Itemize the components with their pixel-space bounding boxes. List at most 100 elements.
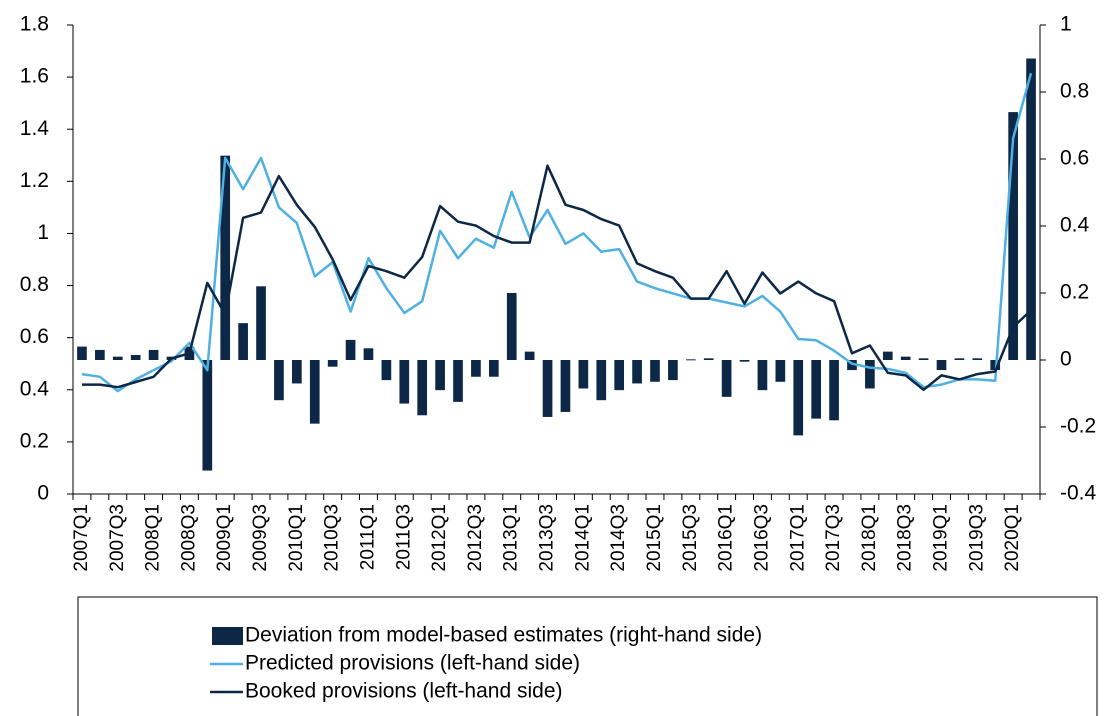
bar <box>309 360 320 424</box>
bar <box>972 358 983 360</box>
bar <box>1026 58 1036 360</box>
y2-tick-label: 1 <box>1060 13 1072 36</box>
bar <box>596 360 607 401</box>
x-tick-label: 2018Q3 <box>895 504 916 572</box>
bar <box>775 360 786 382</box>
bar <box>327 360 338 367</box>
bar <box>685 359 696 361</box>
bar <box>632 360 642 384</box>
bar <box>363 348 374 360</box>
bar <box>524 351 535 360</box>
bar <box>148 349 159 360</box>
x-tick-label: 2011Q1 <box>357 504 378 570</box>
bar <box>578 360 589 389</box>
x-tick-label: 2013Q1 <box>501 504 522 572</box>
bar <box>238 323 248 360</box>
bar <box>488 360 499 377</box>
bar <box>793 360 804 436</box>
bar <box>847 360 857 371</box>
bar <box>614 360 625 391</box>
x-tick-label: 2017Q3 <box>823 504 844 572</box>
bar <box>506 293 517 360</box>
line <box>82 164 1032 392</box>
y-tick-label: 0.4 <box>20 377 50 400</box>
bar <box>542 360 553 417</box>
bar <box>202 360 213 471</box>
y-tick-label: 1.6 <box>20 65 49 88</box>
x-tick-label: 2016Q1 <box>716 504 737 572</box>
x-tick-label: 2015Q1 <box>644 504 665 572</box>
x-tick-label: 2014Q3 <box>608 504 629 572</box>
bar <box>453 360 463 402</box>
x-tick-label: 2007Q1 <box>71 504 92 572</box>
bar <box>829 360 839 421</box>
legend-label: Booked provisions (left-hand side) <box>245 680 563 703</box>
bar <box>882 351 893 360</box>
bar <box>274 360 284 401</box>
y-tick-label: 0 <box>37 482 49 505</box>
x-tick-label: 2016Q3 <box>751 504 772 572</box>
y2-tick-label: 0.4 <box>1060 214 1090 237</box>
bar <box>918 358 929 360</box>
y-tick-label: 1 <box>37 221 49 244</box>
y2-tick-label: -0.4 <box>1060 482 1097 505</box>
bar <box>865 360 875 389</box>
legend-swatch <box>212 627 243 645</box>
x-tick-label: 2010Q3 <box>322 504 343 572</box>
bar <box>381 360 392 381</box>
line <box>81 72 1033 393</box>
bar <box>668 360 678 381</box>
legend-box <box>77 596 1098 716</box>
x-tick-label: 2011Q3 <box>393 504 414 570</box>
bar <box>77 346 87 360</box>
y2-tick-label: 0.8 <box>1060 80 1089 103</box>
bar <box>95 349 105 360</box>
bar <box>1008 112 1018 360</box>
x-tick-label: 2018Q1 <box>859 504 880 572</box>
bar <box>345 339 356 360</box>
bar <box>936 360 947 371</box>
bar <box>811 360 821 419</box>
y-tick-label: 0.2 <box>20 429 49 452</box>
bar <box>757 360 768 391</box>
bar <box>220 155 231 360</box>
x-tick-label: 2019Q3 <box>966 504 987 572</box>
legend-label: Deviation from model-based estimates (ri… <box>245 624 762 647</box>
y-tick-label: 0.8 <box>20 273 49 296</box>
x-tick-label: 2012Q1 <box>429 504 450 572</box>
x-tick-label: 2009Q1 <box>214 504 235 572</box>
bar <box>954 358 965 360</box>
y-tick-label: 1.8 <box>20 13 49 36</box>
x-tick-label: 2008Q1 <box>143 504 164 572</box>
y-tick-label: 1.4 <box>20 117 50 140</box>
bar <box>471 360 481 377</box>
bar <box>560 360 571 412</box>
x-tick-label: 2013Q3 <box>537 504 558 572</box>
bar <box>435 360 445 391</box>
x-tick-label: 2008Q3 <box>178 504 199 572</box>
bar <box>721 360 732 397</box>
x-tick-label: 2019Q1 <box>931 504 952 572</box>
bar <box>292 360 302 384</box>
x-tick-label: 2012Q3 <box>465 504 486 572</box>
x-tick-label: 2015Q3 <box>680 504 701 572</box>
y-tick-label: 0.6 <box>20 325 49 348</box>
x-tick-label: 2020Q1 <box>1002 504 1023 572</box>
x-tick-label: 2007Q3 <box>107 504 128 572</box>
y2-tick-label: -0.2 <box>1060 415 1096 438</box>
x-tick-label: 2009Q3 <box>250 504 271 572</box>
bar <box>739 360 750 362</box>
y2-tick-label: 0 <box>1060 348 1072 371</box>
y-tick-label: 1.2 <box>20 169 49 192</box>
x-tick-label: 2014Q1 <box>572 504 593 572</box>
bar <box>112 356 123 360</box>
bar <box>900 356 911 360</box>
legend-label: Predicted provisions (left-hand side) <box>245 652 580 675</box>
y2-tick-label: 0.2 <box>1060 281 1089 304</box>
bar <box>399 360 410 404</box>
bar <box>130 354 141 360</box>
bar <box>650 360 660 382</box>
bar <box>703 358 714 360</box>
y2-tick-label: 0.6 <box>1060 147 1089 170</box>
